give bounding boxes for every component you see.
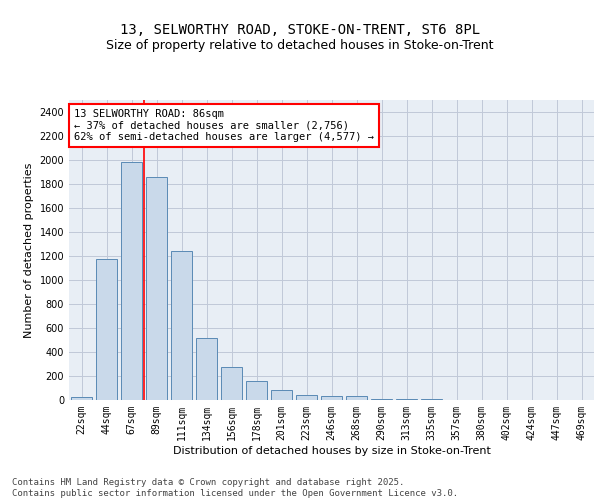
Bar bbox=[321, 396, 342, 400]
Bar bbox=[221, 367, 242, 400]
Bar bbox=[296, 394, 317, 400]
Bar bbox=[121, 162, 142, 400]
Bar bbox=[371, 399, 392, 400]
Bar bbox=[346, 396, 367, 400]
Bar bbox=[196, 338, 217, 400]
Text: Contains HM Land Registry data © Crown copyright and database right 2025.
Contai: Contains HM Land Registry data © Crown c… bbox=[12, 478, 458, 498]
Text: Size of property relative to detached houses in Stoke-on-Trent: Size of property relative to detached ho… bbox=[106, 40, 494, 52]
Bar bbox=[71, 397, 92, 400]
Bar bbox=[171, 250, 192, 400]
Text: 13 SELWORTHY ROAD: 86sqm
← 37% of detached houses are smaller (2,756)
62% of sem: 13 SELWORTHY ROAD: 86sqm ← 37% of detach… bbox=[74, 109, 374, 142]
Text: 13, SELWORTHY ROAD, STOKE-ON-TRENT, ST6 8PL: 13, SELWORTHY ROAD, STOKE-ON-TRENT, ST6 … bbox=[120, 24, 480, 38]
X-axis label: Distribution of detached houses by size in Stoke-on-Trent: Distribution of detached houses by size … bbox=[173, 446, 490, 456]
Y-axis label: Number of detached properties: Number of detached properties bbox=[24, 162, 34, 338]
Bar bbox=[246, 382, 267, 400]
Bar bbox=[96, 259, 117, 400]
Bar bbox=[146, 178, 167, 400]
Bar bbox=[271, 390, 292, 400]
